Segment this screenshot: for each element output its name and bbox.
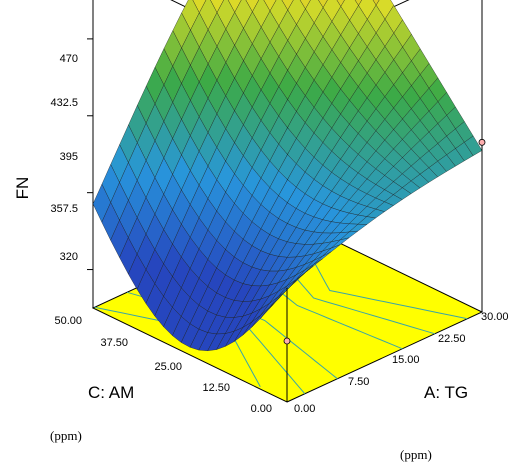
x-axis-label: A: TG xyxy=(424,383,468,402)
z-tick-label: 395 xyxy=(60,151,78,163)
y-tick-label: 25.00 xyxy=(154,361,182,373)
design-point xyxy=(478,138,486,146)
z-tick-label: 470 xyxy=(60,53,78,65)
x-tick-label: 0.00 xyxy=(294,403,315,415)
surface-cell xyxy=(372,0,380,6)
z-axis-label: FN xyxy=(13,177,32,200)
y-tick-label: 37.50 xyxy=(100,337,128,349)
z-tick-label: 432.5 xyxy=(50,97,78,109)
surface-cell xyxy=(336,0,345,7)
y-axis-label: C: AM xyxy=(88,383,134,402)
x-tick-label: 15.00 xyxy=(392,354,420,366)
y-tick-label: 0.00 xyxy=(251,403,272,415)
surface-cell xyxy=(318,0,328,8)
z-tick-label: 357.5 xyxy=(50,203,78,215)
x-axis-unit: (ppm) xyxy=(400,447,432,462)
surface-cell xyxy=(299,0,311,10)
z-tick-label: 320 xyxy=(60,251,78,263)
response-surface xyxy=(92,0,483,352)
design-point xyxy=(283,337,291,345)
x-tick-label: 7.50 xyxy=(348,376,369,388)
x-tick-label: 30.00 xyxy=(481,311,509,323)
surface-cell xyxy=(354,0,363,6)
y-axis-unit: (ppm) xyxy=(50,428,82,443)
y-tick-label: 50.00 xyxy=(54,315,82,327)
x-tick-label: 22.50 xyxy=(438,333,466,345)
y-tick-label: 12.50 xyxy=(202,382,230,394)
design-points xyxy=(283,138,486,345)
